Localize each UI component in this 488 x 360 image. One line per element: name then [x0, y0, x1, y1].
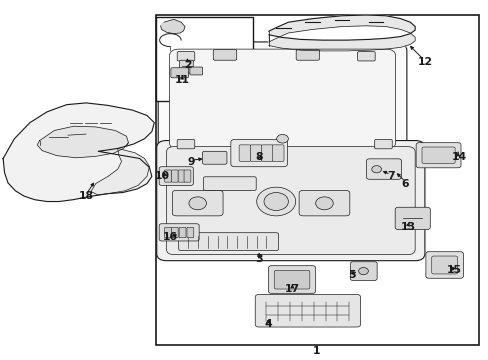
- FancyBboxPatch shape: [164, 227, 171, 238]
- FancyBboxPatch shape: [425, 252, 463, 278]
- Circle shape: [358, 267, 367, 275]
- FancyBboxPatch shape: [179, 60, 193, 73]
- Text: 14: 14: [450, 152, 466, 162]
- Polygon shape: [91, 148, 149, 195]
- Bar: [156, 17, 253, 101]
- Polygon shape: [160, 19, 184, 34]
- Text: 9: 9: [187, 157, 194, 167]
- FancyBboxPatch shape: [366, 159, 401, 179]
- FancyBboxPatch shape: [177, 51, 194, 61]
- Circle shape: [256, 187, 295, 216]
- Text: 17: 17: [284, 284, 299, 294]
- FancyBboxPatch shape: [261, 145, 273, 161]
- FancyBboxPatch shape: [179, 227, 185, 238]
- FancyBboxPatch shape: [213, 49, 236, 60]
- FancyBboxPatch shape: [394, 207, 429, 229]
- FancyBboxPatch shape: [172, 190, 223, 216]
- Text: 15: 15: [446, 265, 461, 275]
- Circle shape: [188, 197, 206, 210]
- FancyBboxPatch shape: [203, 177, 256, 190]
- FancyBboxPatch shape: [170, 68, 188, 78]
- FancyBboxPatch shape: [159, 167, 193, 185]
- Text: 7: 7: [386, 171, 394, 181]
- FancyBboxPatch shape: [178, 233, 278, 251]
- FancyBboxPatch shape: [230, 139, 287, 167]
- FancyBboxPatch shape: [296, 49, 319, 60]
- FancyBboxPatch shape: [183, 170, 190, 182]
- FancyBboxPatch shape: [159, 224, 199, 241]
- Text: 2: 2: [183, 60, 191, 70]
- Circle shape: [371, 166, 381, 173]
- FancyBboxPatch shape: [274, 270, 309, 289]
- Text: 12: 12: [416, 57, 431, 67]
- FancyBboxPatch shape: [158, 42, 406, 157]
- Text: 8: 8: [255, 152, 263, 162]
- Text: 1: 1: [312, 346, 320, 356]
- FancyBboxPatch shape: [202, 151, 226, 164]
- Text: 11: 11: [174, 75, 189, 85]
- FancyBboxPatch shape: [431, 256, 457, 274]
- Text: 4: 4: [264, 319, 271, 329]
- FancyBboxPatch shape: [421, 147, 454, 163]
- Circle shape: [264, 193, 288, 211]
- Polygon shape: [37, 126, 128, 158]
- Text: 13: 13: [400, 222, 415, 231]
- FancyBboxPatch shape: [349, 262, 376, 280]
- FancyBboxPatch shape: [268, 266, 315, 293]
- FancyBboxPatch shape: [299, 190, 349, 216]
- FancyBboxPatch shape: [272, 145, 284, 161]
- FancyBboxPatch shape: [239, 145, 250, 161]
- Text: 5: 5: [347, 270, 355, 280]
- Polygon shape: [268, 15, 414, 51]
- FancyBboxPatch shape: [415, 143, 460, 168]
- FancyBboxPatch shape: [157, 140, 424, 261]
- FancyBboxPatch shape: [357, 51, 374, 61]
- FancyBboxPatch shape: [166, 147, 414, 255]
- FancyBboxPatch shape: [169, 49, 395, 149]
- FancyBboxPatch shape: [255, 294, 360, 327]
- Polygon shape: [3, 103, 154, 202]
- FancyBboxPatch shape: [177, 139, 194, 149]
- Text: 10: 10: [155, 171, 170, 181]
- FancyBboxPatch shape: [171, 227, 178, 238]
- FancyBboxPatch shape: [250, 145, 262, 161]
- FancyBboxPatch shape: [189, 67, 202, 75]
- Text: 3: 3: [255, 254, 263, 264]
- Circle shape: [315, 197, 332, 210]
- FancyBboxPatch shape: [164, 170, 171, 182]
- FancyBboxPatch shape: [171, 170, 178, 182]
- FancyBboxPatch shape: [374, 139, 391, 149]
- FancyBboxPatch shape: [186, 227, 193, 238]
- Bar: [156, 15, 478, 345]
- Text: 6: 6: [401, 179, 408, 189]
- Circle shape: [276, 134, 288, 143]
- Text: 16: 16: [163, 232, 178, 242]
- Text: 18: 18: [79, 191, 93, 201]
- FancyBboxPatch shape: [178, 170, 184, 182]
